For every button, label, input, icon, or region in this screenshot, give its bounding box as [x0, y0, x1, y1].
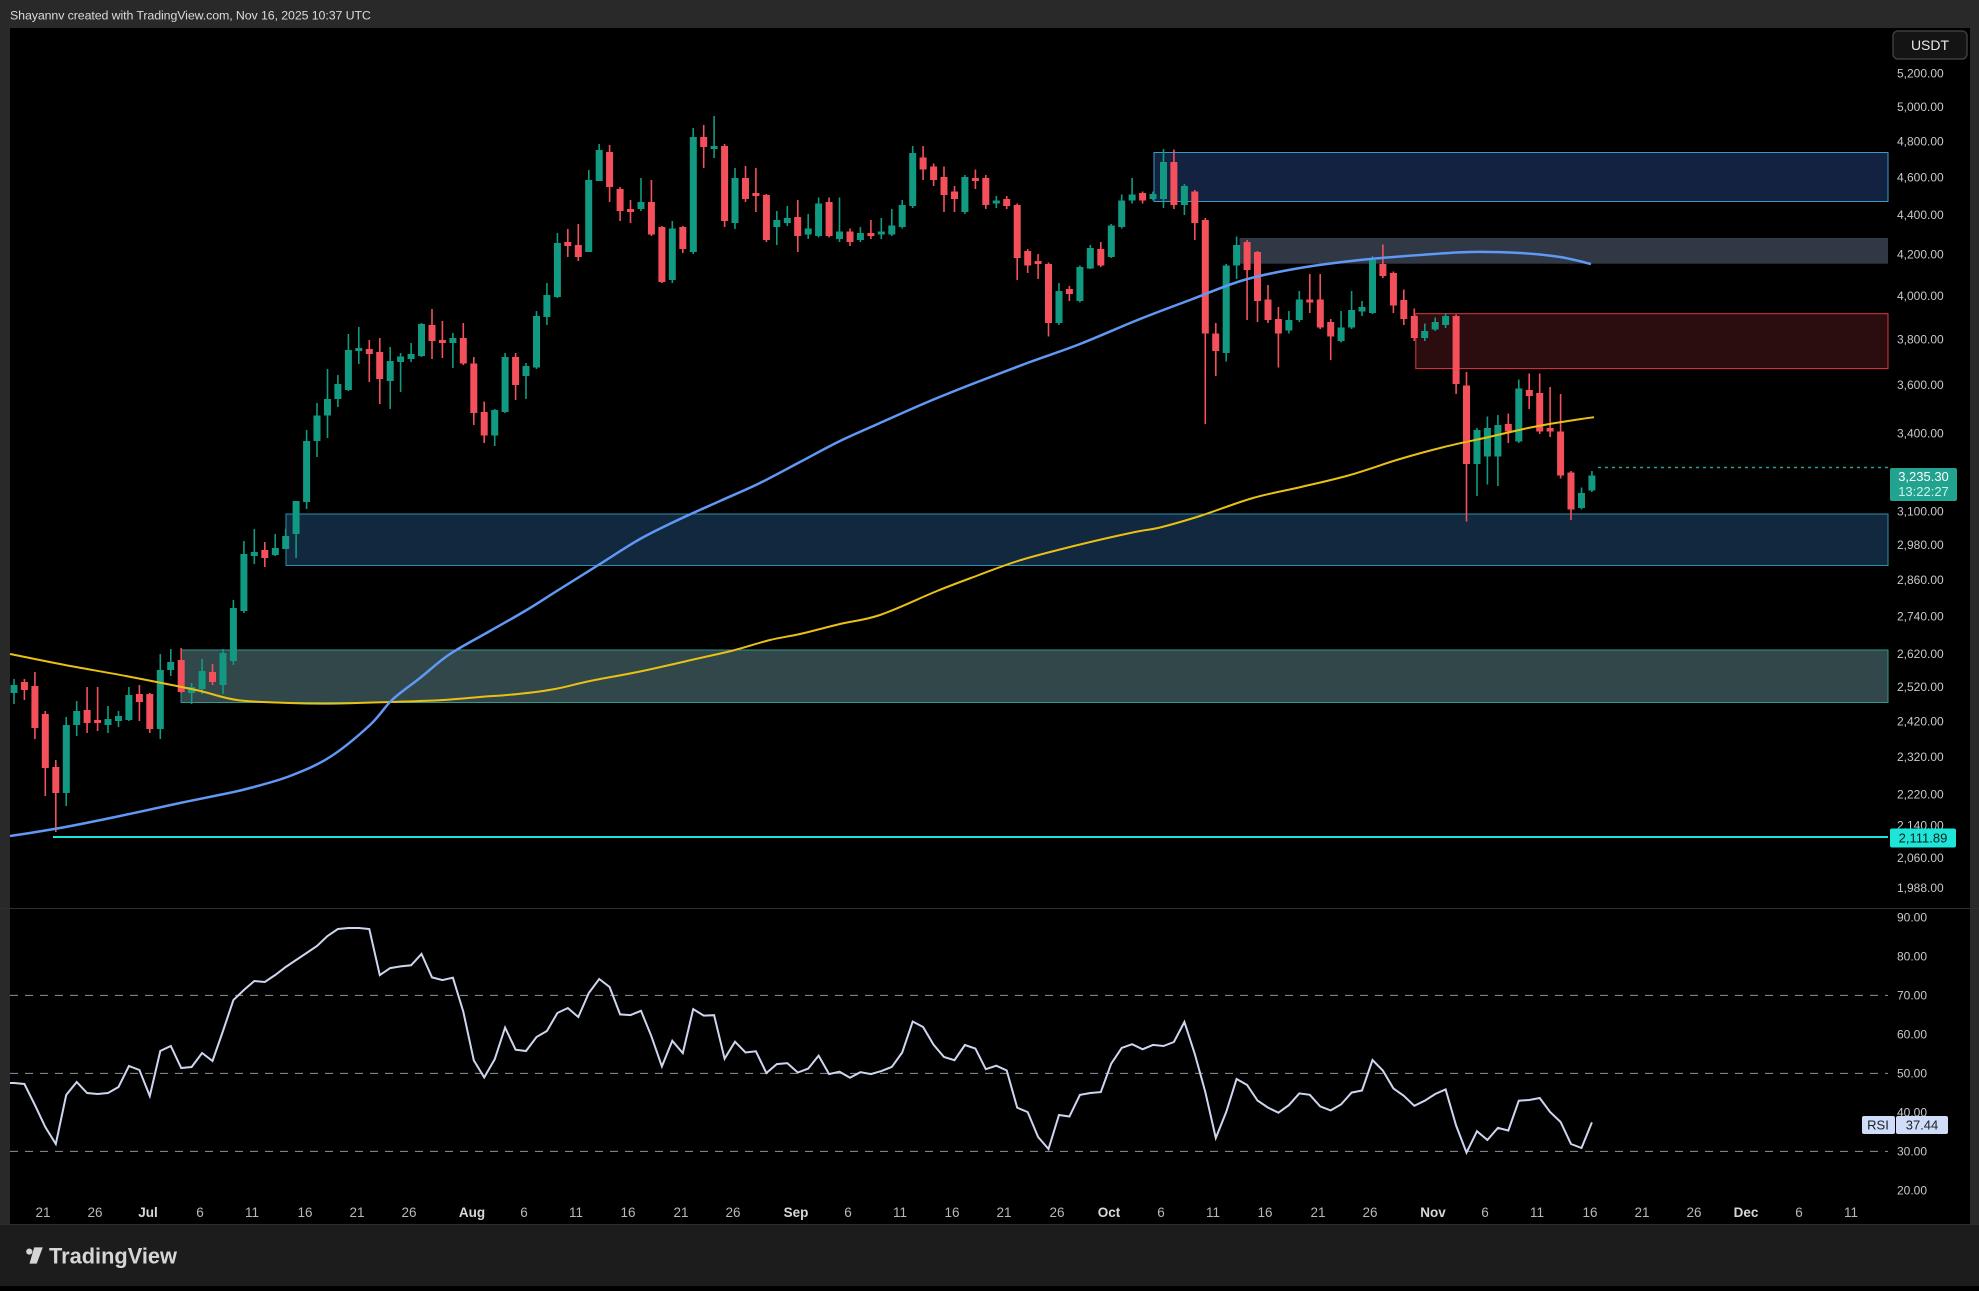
svg-text:Nov: Nov [1420, 1205, 1446, 1220]
svg-text:Dec: Dec [1734, 1205, 1759, 1220]
svg-text:2,420.00: 2,420.00 [1897, 715, 1944, 729]
svg-text:21: 21 [996, 1205, 1011, 1220]
svg-text:50.00: 50.00 [1897, 1067, 1927, 1081]
svg-text:3,100.00: 3,100.00 [1897, 505, 1944, 519]
svg-text:21: 21 [1634, 1205, 1649, 1220]
svg-text:3,400.00: 3,400.00 [1897, 427, 1944, 441]
svg-text:16: 16 [1257, 1205, 1272, 1220]
svg-text:TradingView: TradingView [49, 1244, 177, 1269]
svg-text:3,600.00: 3,600.00 [1897, 378, 1944, 392]
svg-text:60.00: 60.00 [1897, 1028, 1927, 1042]
svg-text:26: 26 [725, 1205, 740, 1220]
svg-text:11: 11 [1844, 1205, 1858, 1220]
svg-text:4,000.00: 4,000.00 [1897, 289, 1944, 303]
svg-text:20.00: 20.00 [1897, 1184, 1927, 1198]
svg-text:16: 16 [620, 1205, 635, 1220]
svg-text:26: 26 [401, 1205, 416, 1220]
svg-text:90.00: 90.00 [1897, 911, 1927, 925]
svg-text:6: 6 [1157, 1205, 1165, 1220]
svg-text:2,520.00: 2,520.00 [1897, 680, 1944, 694]
svg-text:30.00: 30.00 [1897, 1145, 1927, 1159]
svg-text:2,740.00: 2,740.00 [1897, 609, 1944, 623]
svg-text:RSI: RSI [1867, 1118, 1889, 1133]
svg-text:Aug: Aug [459, 1205, 485, 1220]
svg-text:11: 11 [569, 1205, 583, 1220]
svg-text:6: 6 [196, 1205, 204, 1220]
svg-text:80.00: 80.00 [1897, 950, 1927, 964]
svg-text:16: 16 [944, 1205, 959, 1220]
svg-text:Shayannv created with TradingV: Shayannv created with TradingView.com, N… [10, 9, 371, 23]
svg-text:26: 26 [87, 1205, 102, 1220]
svg-text:21: 21 [35, 1205, 50, 1220]
svg-text:37.44: 37.44 [1906, 1118, 1939, 1133]
svg-text:6: 6 [1481, 1205, 1489, 1220]
svg-text:3,235.30: 3,235.30 [1898, 469, 1949, 484]
svg-text:6: 6 [520, 1205, 528, 1220]
svg-text:11: 11 [1206, 1205, 1220, 1220]
svg-text:Sep: Sep [784, 1205, 809, 1220]
svg-text:2,320.00: 2,320.00 [1897, 750, 1944, 764]
svg-text:6: 6 [844, 1205, 852, 1220]
svg-text:21: 21 [673, 1205, 688, 1220]
svg-text:4,200.00: 4,200.00 [1897, 248, 1944, 262]
svg-text:1,988.00: 1,988.00 [1897, 881, 1944, 895]
svg-text:11: 11 [1530, 1205, 1544, 1220]
svg-text:2,111.89: 2,111.89 [1899, 831, 1948, 846]
svg-text:26: 26 [1362, 1205, 1377, 1220]
svg-text:16: 16 [297, 1205, 312, 1220]
svg-text:3,800.00: 3,800.00 [1897, 332, 1944, 346]
svg-text:11: 11 [245, 1205, 259, 1220]
svg-text:4,600.00: 4,600.00 [1897, 170, 1944, 184]
svg-text:2,220.00: 2,220.00 [1897, 788, 1944, 802]
svg-text:13:22:27: 13:22:27 [1898, 484, 1949, 499]
svg-text:2,060.00: 2,060.00 [1897, 851, 1944, 865]
svg-text:70.00: 70.00 [1897, 989, 1927, 1003]
svg-text:Jul: Jul [138, 1205, 158, 1220]
svg-text:5,200.00: 5,200.00 [1897, 67, 1944, 81]
svg-text:26: 26 [1686, 1205, 1701, 1220]
svg-text:11: 11 [893, 1205, 907, 1220]
svg-text:USDT: USDT [1911, 37, 1950, 53]
svg-text:6: 6 [1795, 1205, 1803, 1220]
svg-text:4,800.00: 4,800.00 [1897, 134, 1944, 148]
svg-text:2,980.00: 2,980.00 [1897, 538, 1944, 552]
svg-text:4,400.00: 4,400.00 [1897, 208, 1944, 222]
svg-text:5,000.00: 5,000.00 [1897, 100, 1944, 114]
svg-text:21: 21 [349, 1205, 364, 1220]
svg-text:Oct: Oct [1098, 1205, 1121, 1220]
svg-text:21: 21 [1310, 1205, 1325, 1220]
svg-text:2,620.00: 2,620.00 [1897, 647, 1944, 661]
svg-text:2,860.00: 2,860.00 [1897, 573, 1944, 587]
svg-text:16: 16 [1582, 1205, 1597, 1220]
svg-text:26: 26 [1049, 1205, 1064, 1220]
